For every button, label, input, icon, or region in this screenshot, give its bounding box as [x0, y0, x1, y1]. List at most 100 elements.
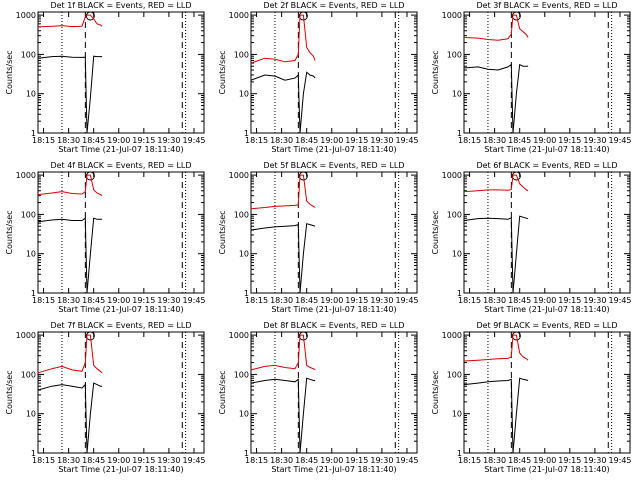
y-tick-label: 100 — [21, 50, 36, 59]
x-tick-label: 19:30 — [370, 296, 393, 305]
events-series-line — [37, 382, 103, 454]
x-tick-label: 18:45 — [508, 136, 531, 145]
x-tick-label: 18:15 — [32, 296, 55, 305]
x-tick-label: 19:15 — [132, 296, 155, 305]
x-tick-label: 19:00 — [533, 136, 556, 145]
lld-series-line — [37, 174, 103, 197]
chart-panel-7: Det 7f BLACK = Events, RED = LLD 1 10 100 10… — [5, 321, 206, 474]
y-tick-label: 1 — [31, 449, 36, 458]
x-tick-label: 19:45 — [182, 296, 205, 305]
y-tick-label: 100 — [447, 210, 462, 219]
annotation-circle — [85, 331, 95, 341]
y-tick-label: 10 — [239, 250, 249, 259]
x-tick-label: 19:45 — [395, 296, 418, 305]
plot-frame — [37, 11, 205, 134]
y-tick-label: 1000 — [229, 331, 249, 340]
annotation-circle — [511, 11, 521, 21]
chart-title: Det 8f BLACK = Events, RED = LLD — [263, 321, 404, 330]
lld-series-line — [250, 334, 316, 371]
x-tick-label: 18:30 — [270, 296, 293, 305]
y-tick-label: 1000 — [442, 11, 462, 20]
y-tick-label: 100 — [234, 370, 249, 379]
x-tick-label: 18:45 — [82, 136, 105, 145]
plot-frame — [37, 331, 205, 454]
x-tick-label: 19:15 — [345, 136, 368, 145]
events-series-line — [250, 223, 316, 294]
y-axis-label: Counts/sec — [5, 50, 14, 94]
x-tick-label: 19:30 — [583, 296, 606, 305]
y-axis-label: Counts/sec — [218, 370, 227, 414]
x-axis-label: Start Time (21-Jul-07 18:11:40) — [484, 145, 609, 154]
y-tick-label: 1000 — [16, 331, 36, 340]
chart-panel-5: Det 5f BLACK = Events, RED = LLD 1 10 100 10… — [218, 161, 419, 314]
y-tick-label: 1000 — [16, 11, 36, 20]
x-tick-label: 19:45 — [608, 136, 631, 145]
x-axis-label: Start Time (21-Jul-07 18:11:40) — [58, 465, 183, 474]
x-tick-label: 18:15 — [245, 136, 268, 145]
x-tick-label: 18:45 — [82, 456, 105, 465]
plot-frame — [250, 331, 418, 454]
plot-frame — [250, 171, 418, 294]
x-tick-label: 19:45 — [182, 456, 205, 465]
x-tick-label: 18:45 — [295, 456, 318, 465]
x-tick-label: 18:30 — [57, 456, 80, 465]
y-tick-label: 10 — [26, 410, 36, 419]
y-axis-label: Counts/sec — [5, 210, 14, 254]
x-tick-label: 19:15 — [132, 456, 155, 465]
x-tick-label: 19:45 — [395, 456, 418, 465]
y-tick-label: 10 — [26, 90, 36, 99]
x-tick-label: 19:00 — [320, 136, 343, 145]
y-axis-label: Counts/sec — [218, 50, 227, 94]
y-tick-label: 1000 — [229, 171, 249, 180]
x-tick-label: 19:15 — [132, 136, 155, 145]
events-series-line — [463, 377, 529, 454]
x-tick-label: 18:45 — [508, 456, 531, 465]
x-axis-label: Start Time (21-Jul-07 18:11:40) — [271, 145, 396, 154]
x-tick-label: 19:00 — [533, 456, 556, 465]
annotation-circle — [298, 331, 308, 341]
x-tick-label: 18:15 — [245, 296, 268, 305]
chart-title: Det 2f BLACK = Events, RED = LLD — [263, 1, 404, 10]
y-tick-label: 1 — [457, 449, 462, 458]
x-tick-label: 19:00 — [320, 456, 343, 465]
x-tick-label: 18:30 — [57, 296, 80, 305]
annotation-circle — [298, 11, 308, 21]
x-tick-label: 19:30 — [583, 136, 606, 145]
lld-series-line — [463, 14, 529, 41]
chart-title: Det 6f BLACK = Events, RED = LLD — [476, 161, 617, 170]
chart-panel-4: Det 4f BLACK = Events, RED = LLD 1 10 100 10… — [5, 161, 206, 314]
plot-frame — [37, 171, 205, 294]
x-tick-label: 18:15 — [32, 456, 55, 465]
y-tick-label: 1000 — [442, 331, 462, 340]
y-tick-label: 100 — [447, 50, 462, 59]
y-axis-label: Counts/sec — [431, 50, 440, 94]
y-axis-label: Counts/sec — [5, 370, 14, 414]
chart-title: Det 9f BLACK = Events, RED = LLD — [476, 321, 617, 330]
chart-title: Det 5f BLACK = Events, RED = LLD — [263, 161, 404, 170]
y-tick-label: 10 — [452, 410, 462, 419]
y-tick-label: 1 — [244, 129, 249, 138]
y-tick-label: 100 — [21, 210, 36, 219]
x-tick-label: 19:00 — [533, 296, 556, 305]
x-tick-label: 19:00 — [320, 296, 343, 305]
lld-series-line — [463, 334, 529, 362]
x-tick-label: 19:45 — [395, 136, 418, 145]
x-tick-label: 19:15 — [345, 296, 368, 305]
x-tick-label: 18:15 — [32, 136, 55, 145]
events-series-line — [37, 55, 103, 134]
events-series-line — [37, 217, 103, 294]
plot-frame — [250, 11, 418, 134]
x-tick-label: 19:15 — [558, 296, 581, 305]
y-axis-label: Counts/sec — [218, 210, 227, 254]
lld-series-line — [37, 14, 103, 28]
annotation-circle — [85, 171, 95, 181]
x-tick-label: 19:30 — [370, 136, 393, 145]
x-tick-label: 19:00 — [107, 296, 130, 305]
plot-frame — [463, 11, 631, 134]
plot-frame — [463, 331, 631, 454]
x-tick-label: 18:30 — [57, 136, 80, 145]
y-tick-label: 1 — [244, 449, 249, 458]
events-series-line — [463, 215, 529, 294]
x-tick-label: 18:30 — [270, 136, 293, 145]
